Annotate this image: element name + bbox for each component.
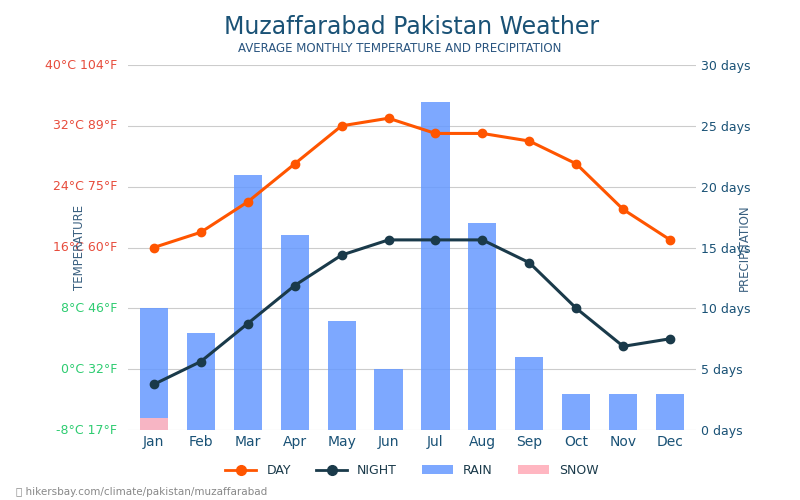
Bar [234, 174, 262, 430]
Title: Muzaffarabad Pakistan Weather: Muzaffarabad Pakistan Weather [225, 16, 599, 40]
Bar [656, 394, 684, 430]
Text: TEMPERATURE: TEMPERATURE [74, 205, 86, 290]
Bar [562, 394, 590, 430]
Text: AVERAGE MONTHLY TEMPERATURE AND PRECIPITATION: AVERAGE MONTHLY TEMPERATURE AND PRECIPIT… [238, 42, 562, 56]
Bar [140, 418, 168, 430]
Bar [186, 332, 215, 430]
Text: 16°C 60°F: 16°C 60°F [53, 241, 117, 254]
Text: 40°C 104°F: 40°C 104°F [45, 58, 117, 71]
Bar [422, 102, 450, 430]
Text: 24°C 75°F: 24°C 75°F [53, 180, 117, 193]
Bar [468, 223, 497, 430]
Bar [140, 308, 168, 430]
Bar [609, 394, 638, 430]
Bar [515, 357, 543, 430]
Text: -8°C 17°F: -8°C 17°F [56, 424, 117, 436]
Legend: DAY, NIGHT, RAIN, SNOW: DAY, NIGHT, RAIN, SNOW [220, 459, 604, 482]
Text: ⌖ hikersbay.com/climate/pakistan/muzaffarabad: ⌖ hikersbay.com/climate/pakistan/muzaffa… [16, 487, 267, 497]
Text: 32°C 89°F: 32°C 89°F [53, 120, 117, 132]
Text: 8°C 46°F: 8°C 46°F [61, 302, 117, 315]
Text: 0°C 32°F: 0°C 32°F [61, 362, 117, 376]
Text: PRECIPITATION: PRECIPITATION [738, 204, 750, 291]
Bar [374, 369, 402, 430]
Bar [327, 320, 356, 430]
Bar [281, 236, 309, 430]
